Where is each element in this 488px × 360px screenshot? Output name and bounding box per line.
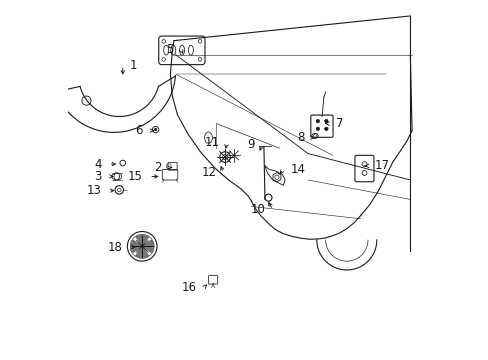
Text: 15: 15 — [127, 170, 142, 183]
Text: 6: 6 — [134, 124, 142, 137]
Text: 7: 7 — [336, 117, 343, 130]
Wedge shape — [131, 240, 142, 253]
Text: 13: 13 — [86, 184, 102, 197]
Wedge shape — [136, 246, 148, 258]
Text: 5: 5 — [166, 43, 174, 56]
Text: 8: 8 — [297, 131, 304, 144]
Text: 4: 4 — [94, 158, 102, 171]
Circle shape — [315, 127, 319, 131]
Text: 3: 3 — [94, 170, 102, 183]
Text: 12: 12 — [201, 166, 216, 179]
Text: 17: 17 — [374, 159, 389, 172]
Circle shape — [154, 128, 157, 131]
Text: 14: 14 — [290, 163, 305, 176]
Circle shape — [315, 119, 319, 123]
Text: 11: 11 — [204, 136, 219, 149]
Text: 2: 2 — [154, 161, 161, 174]
Circle shape — [324, 119, 327, 123]
Text: 16: 16 — [182, 281, 197, 294]
Text: 18: 18 — [108, 240, 122, 253]
Text: 9: 9 — [247, 138, 255, 151]
Text: 1: 1 — [130, 59, 137, 72]
Wedge shape — [142, 240, 153, 253]
Text: 10: 10 — [250, 203, 265, 216]
Circle shape — [324, 127, 327, 131]
Wedge shape — [136, 235, 148, 246]
